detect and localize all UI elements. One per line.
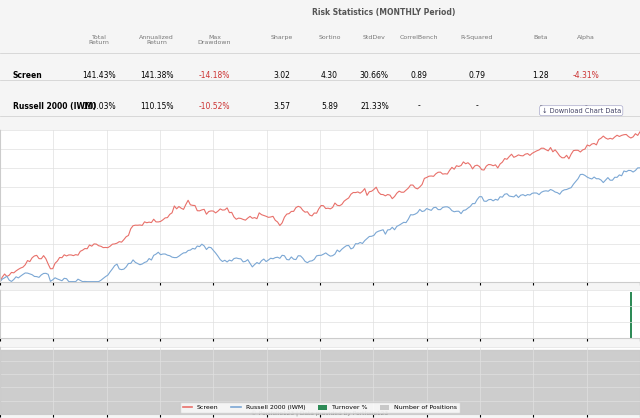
Text: -4.31%: -4.31%: [572, 71, 599, 80]
Text: -: -: [476, 102, 478, 110]
Text: CorrelBench: CorrelBench: [400, 35, 438, 40]
Text: -14.18%: -14.18%: [198, 71, 230, 80]
Text: 5.89: 5.89: [321, 102, 338, 110]
Text: ↓ Download Chart Data: ↓ Download Chart Data: [541, 108, 621, 114]
Text: © Portfolio123 | Data provided by Portfolio123: © Portfolio123 | Data provided by Portfo…: [252, 411, 388, 417]
Text: 4.30: 4.30: [321, 71, 338, 80]
Text: 0.89: 0.89: [411, 71, 428, 80]
Text: StdDev: StdDev: [363, 35, 386, 40]
Text: 21.33%: 21.33%: [360, 102, 388, 110]
Legend: Screen, Russell 2000 (IWM), Turnover %, Number of Positions: Screen, Russell 2000 (IWM), Turnover %, …: [180, 402, 460, 413]
Text: 0.79: 0.79: [468, 71, 485, 80]
Text: 141.38%: 141.38%: [140, 71, 173, 80]
Text: -10.52%: -10.52%: [198, 102, 230, 110]
Text: R-Squared: R-Squared: [461, 35, 493, 40]
Text: 110.15%: 110.15%: [140, 102, 173, 110]
Text: -: -: [540, 102, 542, 110]
Text: 3.57: 3.57: [273, 102, 290, 110]
Text: Russell 2000 (IWM): Russell 2000 (IWM): [13, 102, 96, 110]
Bar: [630, 292, 632, 339]
Text: 3.02: 3.02: [273, 71, 290, 80]
Text: Max
Drawdown: Max Drawdown: [198, 35, 231, 46]
Text: Sortino: Sortino: [318, 35, 341, 40]
Text: 30.66%: 30.66%: [360, 71, 389, 80]
Text: Risk Statistics (MONTHLY Period): Risk Statistics (MONTHLY Period): [312, 8, 456, 17]
Text: Alpha: Alpha: [577, 35, 595, 40]
Text: Sharpe: Sharpe: [271, 35, 292, 40]
Text: -: -: [584, 102, 587, 110]
Text: -: -: [418, 102, 420, 110]
Text: Annualized
Return: Annualized Return: [140, 35, 174, 46]
Text: 110.03%: 110.03%: [83, 102, 116, 110]
Text: 1.28: 1.28: [532, 71, 549, 80]
Text: Beta: Beta: [534, 35, 548, 40]
Text: 141.43%: 141.43%: [83, 71, 116, 80]
Text: Total
Return: Total Return: [89, 35, 109, 46]
Text: Screen: Screen: [13, 71, 42, 80]
